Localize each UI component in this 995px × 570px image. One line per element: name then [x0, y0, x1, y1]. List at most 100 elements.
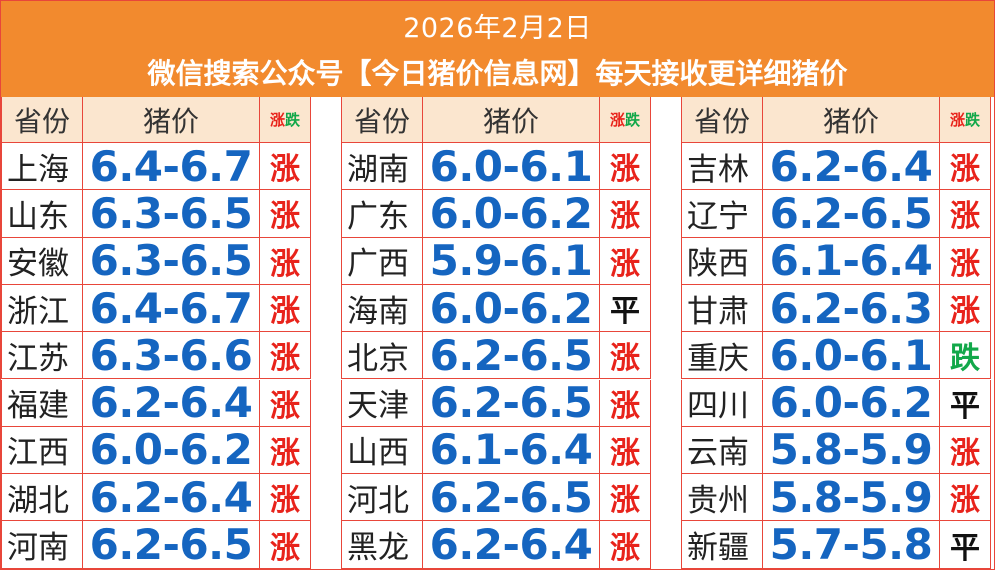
price-cell: 6.0-6.1 — [423, 143, 600, 191]
province-cell: 湖北 — [1, 474, 83, 522]
price-cell: 6.3-6.5 — [83, 237, 260, 285]
trend-cell: 涨 — [260, 426, 311, 475]
trend-cell: 涨 — [940, 284, 991, 333]
province-cell: 重庆 — [681, 332, 763, 380]
price-cell: 6.2-6.4 — [423, 521, 600, 569]
price-cell: 6.2-6.5 — [83, 521, 260, 569]
trend-cell: 涨 — [600, 379, 651, 427]
trend-cell: 跌 — [940, 332, 991, 380]
province-cell: 北京 — [341, 332, 423, 380]
price-cell: 6.2-6.4 — [83, 474, 260, 522]
province-cell: 河南 — [1, 521, 83, 569]
province-cell: 海南 — [341, 284, 423, 333]
price-cell: 6.2-6.5 — [763, 190, 940, 238]
price-header: 猪价 — [763, 97, 940, 143]
price-cell: 6.2-6.5 — [423, 474, 600, 522]
trend-header: 涨跌 — [600, 97, 651, 143]
price-cell: 6.0-6.2 — [83, 426, 260, 475]
province-cell: 黑龙 — [341, 521, 423, 569]
price-cell: 6.2-6.4 — [763, 143, 940, 191]
price-cell: 6.4-6.7 — [83, 284, 260, 333]
trend-header-down: 跌 — [965, 111, 981, 129]
province-cell: 上海 — [1, 143, 83, 191]
price-group-1: 省份 猪价涨跌上海 6.4-6.7 涨山东 6.3-6.5 涨安徽 6.3-6.5 涨浙江 6.… — [1, 97, 311, 569]
column-header-row: 省份 猪价涨跌 — [1, 97, 311, 143]
province-cell: 广东 — [341, 190, 423, 238]
province-cell: 山东 — [1, 190, 83, 238]
trend-cell: 涨 — [600, 426, 651, 475]
price-cell: 6.2-6.5 — [423, 332, 600, 380]
province-cell: 四川 — [681, 379, 763, 427]
price-cell: 6.0-6.2 — [763, 379, 940, 427]
price-cell: 6.3-6.6 — [83, 332, 260, 380]
price-cell: 6.2-6.4 — [83, 379, 260, 427]
trend-cell: 平 — [940, 379, 991, 427]
price-group-3: 省份 猪价涨跌吉林 6.2-6.4 涨辽宁 6.2-6.5 涨陕西 6.1-6.4 涨甘肃 6.… — [681, 97, 991, 569]
trend-cell: 涨 — [940, 143, 991, 191]
province-cell: 河北 — [341, 474, 423, 522]
province-cell: 山西 — [341, 426, 423, 475]
province-cell: 浙江 — [1, 284, 83, 333]
report-date: 2026年2月2日 — [403, 13, 592, 44]
trend-cell: 涨 — [600, 143, 651, 191]
province-cell: 云南 — [681, 426, 763, 475]
price-cell: 6.2-6.3 — [763, 284, 940, 333]
province-cell: 天津 — [341, 379, 423, 427]
price-cell: 5.9-6.1 — [423, 237, 600, 285]
trend-header-down: 跌 — [285, 111, 301, 129]
trend-cell: 涨 — [260, 237, 311, 285]
price-cell: 5.8-5.9 — [763, 426, 940, 475]
price-cell: 6.0-6.2 — [423, 284, 600, 333]
province-cell: 江苏 — [1, 332, 83, 380]
province-cell: 广西 — [341, 237, 423, 285]
province-cell: 贵州 — [681, 474, 763, 522]
trend-cell: 涨 — [600, 190, 651, 238]
trend-header: 涨跌 — [260, 97, 311, 143]
trend-header-up: 涨 — [949, 111, 965, 129]
trend-cell: 平 — [600, 284, 651, 333]
province-cell: 福建 — [1, 379, 83, 427]
column-header-row: 省份 猪价涨跌 — [341, 97, 651, 143]
province-cell: 新疆 — [681, 521, 763, 569]
price-cell: 6.1-6.4 — [423, 426, 600, 475]
trend-cell: 涨 — [260, 143, 311, 191]
trend-cell: 涨 — [260, 190, 311, 238]
price-header: 猪价 — [423, 97, 600, 143]
trend-header-down: 跌 — [625, 111, 641, 129]
column-header-row: 省份 猪价涨跌 — [681, 97, 991, 143]
price-cell: 6.0-6.1 — [763, 332, 940, 380]
province-cell: 江西 — [1, 426, 83, 475]
province-header: 省份 — [341, 97, 423, 143]
price-group-2: 省份 猪价涨跌湖南 6.0-6.1 涨广东 6.0-6.2 涨广西 5.9-6.1 涨海南 6.… — [341, 97, 651, 569]
price-grid: 省份 猪价涨跌上海 6.4-6.7 涨山东 6.3-6.5 涨安徽 6.3-6.5 涨浙江 6.… — [1, 97, 994, 569]
price-cell: 6.0-6.2 — [423, 190, 600, 238]
trend-cell: 涨 — [600, 237, 651, 285]
trend-cell: 涨 — [940, 426, 991, 475]
province-header: 省份 — [1, 97, 83, 143]
province-cell: 辽宁 — [681, 190, 763, 238]
province-cell: 湖南 — [341, 143, 423, 191]
title-banner: 2026年2月2日 微信搜索公众号【今日猪价信息网】每天接收更详细猪价 — [1, 1, 994, 97]
trend-cell: 涨 — [940, 190, 991, 238]
province-cell: 吉林 — [681, 143, 763, 191]
trend-cell: 涨 — [260, 332, 311, 380]
price-cell: 5.7-5.8 — [763, 521, 940, 569]
promo-text: 微信搜索公众号【今日猪价信息网】每天接收更详细猪价 — [147, 57, 848, 90]
trend-cell: 涨 — [260, 284, 311, 333]
price-cell: 6.1-6.4 — [763, 237, 940, 285]
trend-cell: 涨 — [940, 237, 991, 285]
trend-header: 涨跌 — [940, 97, 991, 143]
trend-cell: 涨 — [260, 521, 311, 569]
trend-cell: 涨 — [260, 379, 311, 427]
trend-cell: 涨 — [600, 332, 651, 380]
trend-cell: 涨 — [940, 474, 991, 522]
price-cell: 6.4-6.7 — [83, 143, 260, 191]
province-cell: 陕西 — [681, 237, 763, 285]
trend-cell: 涨 — [600, 521, 651, 569]
price-cell: 6.3-6.5 — [83, 190, 260, 238]
price-cell: 6.2-6.5 — [423, 379, 600, 427]
trend-header-up: 涨 — [609, 111, 625, 129]
province-cell: 甘肃 — [681, 284, 763, 333]
trend-header-up: 涨 — [269, 111, 285, 129]
